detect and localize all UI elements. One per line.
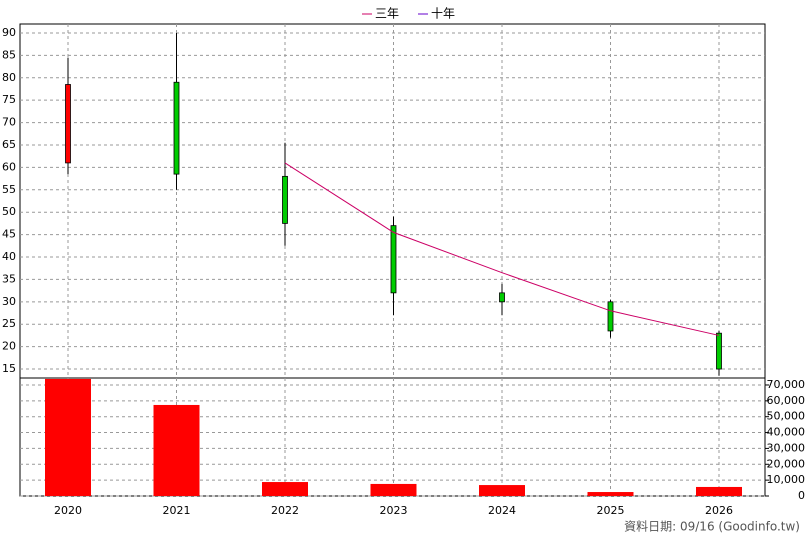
y-tick-label: 20: [2, 340, 16, 353]
candle-body: [65, 84, 71, 164]
y2-tick-label: 70,000: [767, 378, 806, 391]
y-tick-label: 65: [2, 138, 16, 151]
y-tick-label: 80: [2, 71, 16, 84]
volume-bar: [45, 378, 91, 496]
footnote: 資料日期: 09/16 (Goodinfo.tw): [624, 520, 800, 534]
candle-body: [173, 81, 180, 175]
y-tick-label: 30: [2, 295, 16, 308]
x-tick-label: 2022: [271, 504, 299, 517]
candle-body: [282, 175, 288, 224]
y-tick-label: 75: [2, 93, 16, 106]
y-tick-label: 60: [2, 160, 16, 173]
volume-bar: [262, 482, 308, 496]
y-tick-label: 15: [2, 362, 16, 375]
volume-bar: [153, 404, 200, 496]
volume-bar: [479, 485, 525, 496]
y-tick-label: 70: [2, 116, 16, 129]
x-tick-label: 2020: [54, 504, 82, 517]
y2-tick-label: 0: [798, 489, 805, 502]
x-tick-label: 2026: [705, 504, 733, 517]
x-tick-label: 2023: [380, 504, 408, 517]
x-tick-label: 2021: [163, 504, 191, 517]
y-tick-label: 35: [2, 272, 16, 285]
y2-tick-label: 60,000: [767, 394, 806, 407]
volume-bar: [587, 492, 634, 496]
y2-tick-label: 20,000: [767, 457, 806, 470]
y-tick-label: 40: [2, 250, 16, 263]
y2-tick-label: 50,000: [767, 410, 806, 423]
line-series: [284, 162, 720, 336]
candle-body: [499, 292, 505, 303]
legend-label: 三年: [375, 7, 399, 21]
x-tick-label: 2024: [488, 504, 516, 517]
candle-body: [390, 225, 397, 294]
candle-body: [716, 332, 722, 370]
y-tick-label: 55: [2, 183, 16, 196]
y-tick-label: 45: [2, 228, 16, 241]
y2-tick-label: 40,000: [767, 426, 806, 439]
y2-tick-label: 30,000: [767, 441, 806, 454]
y-tick-label: 85: [2, 48, 16, 61]
y-tick-label: 25: [2, 317, 16, 330]
x-tick-label: 2025: [597, 504, 625, 517]
volume-bar: [370, 483, 417, 496]
candle-body: [607, 301, 614, 332]
y2-tick-label: 10,000: [767, 473, 806, 486]
y-tick-label: 90: [2, 26, 16, 39]
legend-label: 十年: [431, 7, 455, 21]
volume-bar: [696, 486, 742, 496]
y-tick-label: 50: [2, 205, 16, 218]
